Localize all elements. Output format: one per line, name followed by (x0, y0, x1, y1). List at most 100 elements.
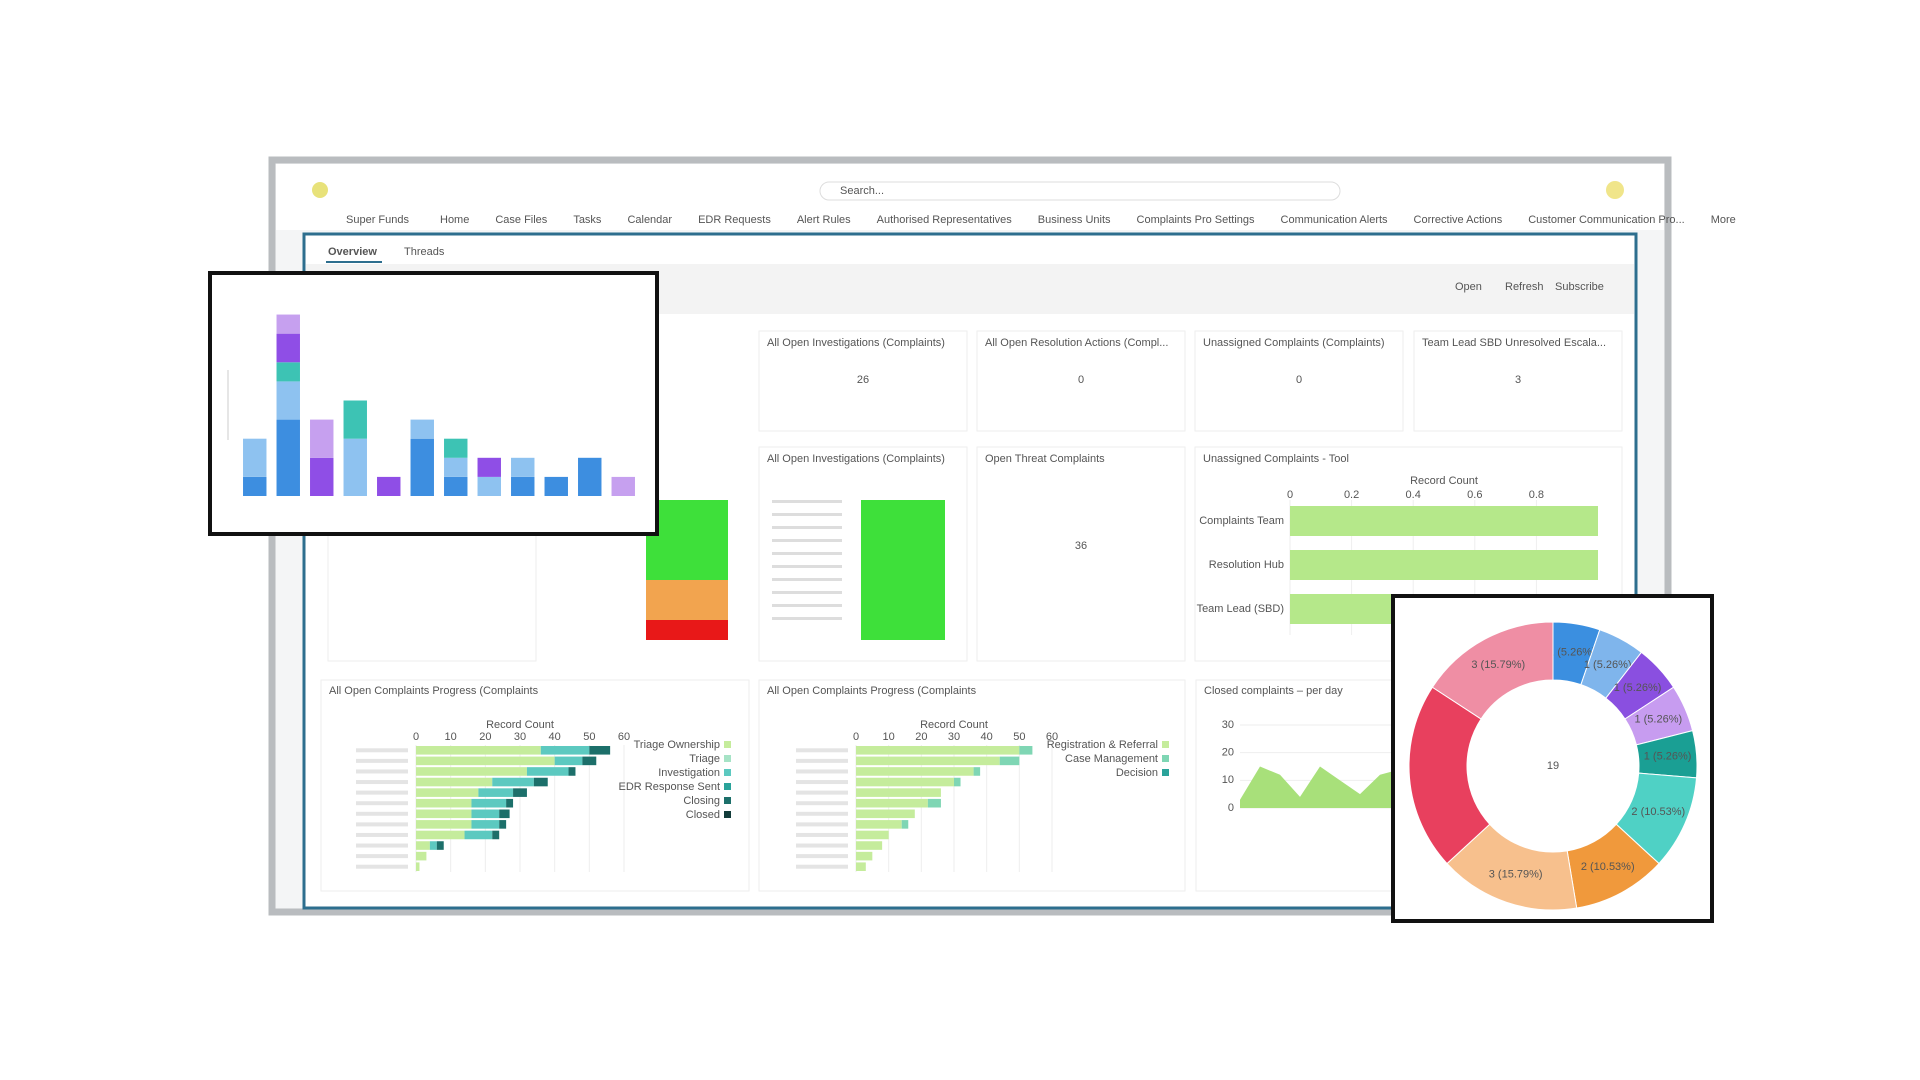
table-column (646, 580, 728, 620)
nav-item[interactable]: EDR Requests (698, 214, 771, 226)
nav-item[interactable]: Corrective Actions (1414, 214, 1503, 226)
card-title: Open Threat Complaints (985, 453, 1105, 465)
axis-title: Record Count (920, 719, 988, 731)
avatar[interactable] (1606, 181, 1624, 199)
button[interactable]: Open (1455, 281, 1482, 293)
data-label: 1 (5.26%) (1634, 714, 1682, 726)
legend-swatch (724, 755, 731, 762)
data-label: 2 (10.53%) (1631, 806, 1685, 818)
bar-segment (444, 438, 468, 458)
bar-segment (856, 830, 889, 840)
bar-segment (477, 457, 501, 477)
bar-segment (954, 777, 961, 787)
button[interactable]: Refresh (1505, 281, 1544, 293)
x-tick-label: 0.6 (1467, 489, 1482, 501)
bar-segment (513, 788, 527, 797)
nav-item[interactable]: Business Units (1038, 214, 1111, 226)
x-tick-label: 40 (981, 731, 993, 743)
table-row (772, 565, 842, 568)
bar-segment (377, 476, 401, 496)
x-tick-label: 10 (883, 731, 895, 743)
kpi-value: 36 (1075, 540, 1087, 552)
x-tick-label: 40 (549, 731, 561, 743)
bar-segment (416, 767, 527, 776)
nav-item[interactable]: Tasks (573, 214, 602, 226)
category-placeholder (356, 790, 408, 795)
bar-segment (506, 798, 514, 808)
y-tick-label: 0 (1228, 802, 1234, 814)
bar-segment (492, 830, 500, 840)
legend-swatch (724, 783, 731, 790)
legend-label: Closed (686, 809, 720, 821)
bar-segment (540, 746, 590, 755)
search-placeholder: Search... (840, 185, 884, 197)
bar-segment (471, 809, 500, 819)
category-placeholder (356, 843, 408, 848)
bar-segment (973, 767, 981, 776)
legend-swatch (1162, 755, 1169, 762)
bar-segment (436, 841, 444, 850)
category-placeholder (356, 854, 408, 859)
x-tick-label: 20 (479, 731, 491, 743)
nav-item[interactable]: Authorised Representatives (877, 214, 1013, 226)
nav-item[interactable]: Customer Communication Pro... (1528, 214, 1685, 226)
category-placeholder (356, 832, 408, 837)
bar-segment (444, 457, 468, 477)
search-box[interactable] (819, 181, 1341, 201)
tab[interactable]: Overview (328, 246, 377, 258)
nav-item[interactable]: Communication Alerts (1281, 214, 1388, 226)
category-placeholder (356, 769, 408, 774)
app-name: Super Funds (346, 214, 409, 226)
data-label: 1 (5.26%) (1548, 646, 1596, 658)
kpi-value: 3 (1515, 374, 1521, 386)
bar-segment (477, 476, 501, 496)
bar-segment (856, 788, 941, 797)
bar-segment (416, 830, 465, 840)
tab-underline (326, 261, 382, 263)
bar-segment (492, 777, 534, 787)
bar-segment (416, 862, 420, 871)
table-row (772, 617, 842, 620)
nav-item[interactable]: Home (440, 214, 469, 226)
table-row (772, 539, 842, 542)
bar-segment (416, 841, 430, 850)
x-tick-label: 0.4 (1406, 489, 1421, 501)
legend-swatch (1162, 741, 1169, 748)
bar-segment (856, 767, 974, 776)
kpi-title: Team Lead SBD Unresolved Escala... (1422, 337, 1606, 349)
data-label: 1 (5.26%) (1584, 659, 1632, 671)
bar-segment (276, 381, 300, 420)
button[interactable]: Subscribe (1555, 281, 1604, 293)
category-placeholder (356, 864, 408, 869)
bar-segment (276, 362, 300, 382)
card (976, 446, 1186, 662)
legend-swatch (724, 811, 731, 818)
legend-label: EDR Response Sent (619, 781, 721, 793)
nav-item[interactable]: Complaints Pro Settings (1137, 214, 1255, 226)
donut-segment (1408, 686, 1491, 865)
bar-segment (343, 438, 367, 496)
nav-item[interactable]: Calendar (627, 214, 672, 226)
bar-segment (416, 788, 479, 797)
table-row (772, 513, 842, 516)
card (758, 679, 1186, 892)
card (976, 330, 1186, 432)
bar-segment (471, 820, 500, 829)
bar-segment (410, 438, 434, 496)
nav-item[interactable]: Case Files (495, 214, 547, 226)
nav-item[interactable]: More (1711, 214, 1736, 226)
tab[interactable]: Threads (404, 246, 445, 258)
category-placeholder (356, 811, 408, 816)
legend-label: Decision (1116, 767, 1158, 779)
bar-segment (310, 457, 334, 496)
category-placeholder (796, 748, 848, 753)
bar-segment (416, 851, 427, 861)
y-tick-label: 20 (1222, 747, 1234, 759)
axis-title: Record Count (486, 719, 554, 731)
kpi-title: Unassigned Complaints (Complaints) (1203, 337, 1385, 349)
x-tick-label: 0 (1287, 489, 1293, 501)
table-column (646, 500, 728, 580)
nav-item[interactable]: Alert Rules (797, 214, 851, 226)
bar-segment (444, 476, 468, 496)
